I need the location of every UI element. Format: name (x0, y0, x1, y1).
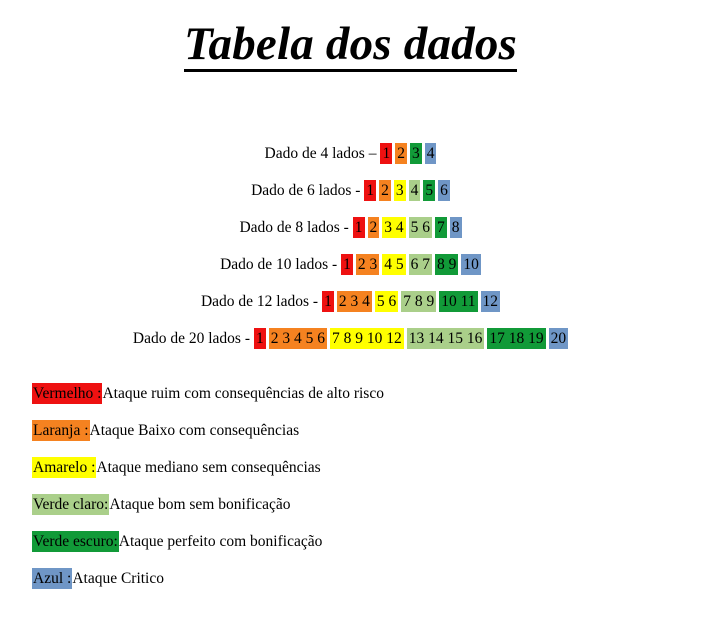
dice-result-laranja: 2 (367, 217, 380, 238)
legend-item-vermelho: Vermelho :Ataque ruim com consequências … (32, 383, 384, 420)
dice-result-verde-claro: 5 6 (408, 217, 433, 238)
dice-result-verde-claro: 7 8 9 (401, 291, 437, 312)
dice-separator: - (343, 219, 349, 236)
dice-result-vermelho: 1 (352, 217, 365, 238)
dice-result-laranja: 2 (395, 143, 407, 164)
dice-result-azul: 8 (449, 217, 462, 238)
legend-description: Ataque ruim com consequências de alto ri… (102, 385, 384, 402)
legend-color-key: Verde escuro: (32, 531, 119, 552)
dice-result-verde-escuro: 5 (423, 180, 436, 201)
legend-description: Ataque perfeito com bonificação (118, 533, 323, 550)
legend-item-verde-claro: Verde claro:Ataque bom sem bonificação (32, 494, 384, 531)
dice-result-vermelho: 1 (380, 143, 393, 164)
legend-description: Ataque bom sem bonificação (109, 496, 291, 513)
dice-result-amarelo: 4 5 (382, 254, 406, 275)
legend-description: Ataque mediano sem consequências (96, 459, 321, 476)
dice-result-verde-claro: 6 7 (408, 254, 433, 275)
dice-label: Dado de 4 lados (264, 145, 365, 162)
dice-label: Dado de 10 lados (220, 256, 329, 273)
legend-color-key: Laranja : (32, 420, 90, 441)
dice-result-verde-claro: 13 14 15 16 (406, 328, 485, 349)
dice-result-azul: 20 (548, 328, 569, 349)
dice-separator: - (244, 330, 250, 347)
dice-result-amarelo: 3 4 (382, 217, 406, 238)
legend-item-azul: Azul :Ataque Critico (32, 568, 384, 605)
dice-separator: – (368, 145, 377, 162)
dice-result-verde-escuro: 7 (435, 217, 447, 238)
legend-color-key: Verde claro: (32, 494, 110, 515)
dice-result-azul: 12 (480, 291, 501, 312)
dice-result-laranja: 2 3 4 5 6 (268, 328, 327, 349)
legend-color-key: Vermelho : (32, 383, 103, 404)
dice-separator: - (332, 256, 338, 273)
dice-label: Dado de 12 lados (200, 293, 310, 310)
dice-result-laranja: 2 3 (355, 254, 380, 275)
legend-color-key: Amarelo : (32, 457, 97, 478)
dice-result-vermelho: 1 (322, 291, 334, 312)
dice-result-laranja: 2 (379, 180, 391, 201)
dice-label: Dado de 6 lados (251, 182, 352, 199)
dice-row: Dado de 4 lados –1 2 3 4 (0, 143, 701, 180)
dice-result-verde-claro: 4 (408, 180, 421, 201)
dice-separator: - (355, 182, 361, 199)
dice-label: Dado de 20 lados (132, 330, 241, 347)
page-title-wrapper: Tabela dos dados (0, 14, 701, 74)
page-title: Tabela dos dados (183, 18, 518, 72)
dice-result-vermelho: 1 (253, 328, 266, 349)
dice-result-laranja: 2 3 4 (336, 291, 372, 312)
dice-result-verde-escuro: 8 9 (435, 254, 459, 275)
dice-result-verde-escuro: 17 18 19 (487, 328, 546, 349)
dice-result-amarelo: 7 8 9 10 12 (329, 328, 404, 349)
dice-label: Dado de 8 lados (239, 219, 340, 236)
dice-result-vermelho: 1 (364, 180, 377, 201)
dice-result-verde-escuro: 3 (409, 143, 422, 164)
legend-item-verde-escuro: Verde escuro:Ataque perfeito com bonific… (32, 531, 384, 568)
dice-result-verde-escuro: 10 11 (439, 291, 478, 312)
legend-description: Ataque Baixo com consequências (89, 422, 300, 439)
dice-result-azul: 6 (438, 180, 450, 201)
legend-item-amarelo: Amarelo :Ataque mediano sem consequência… (32, 457, 384, 494)
legend-description: Ataque Critico (72, 570, 164, 587)
dice-result-azul: 10 (461, 254, 481, 275)
dice-result-azul: 4 (424, 143, 437, 164)
color-legend: Vermelho :Ataque ruim com consequências … (32, 383, 384, 605)
dice-result-amarelo: 3 (393, 180, 406, 201)
legend-item-laranja: Laranja :Ataque Baixo com consequências (32, 420, 384, 457)
legend-color-key: Azul : (32, 568, 73, 589)
dice-separator: - (312, 293, 319, 310)
dice-result-vermelho: 1 (341, 254, 353, 275)
dice-result-amarelo: 5 6 (374, 291, 399, 312)
